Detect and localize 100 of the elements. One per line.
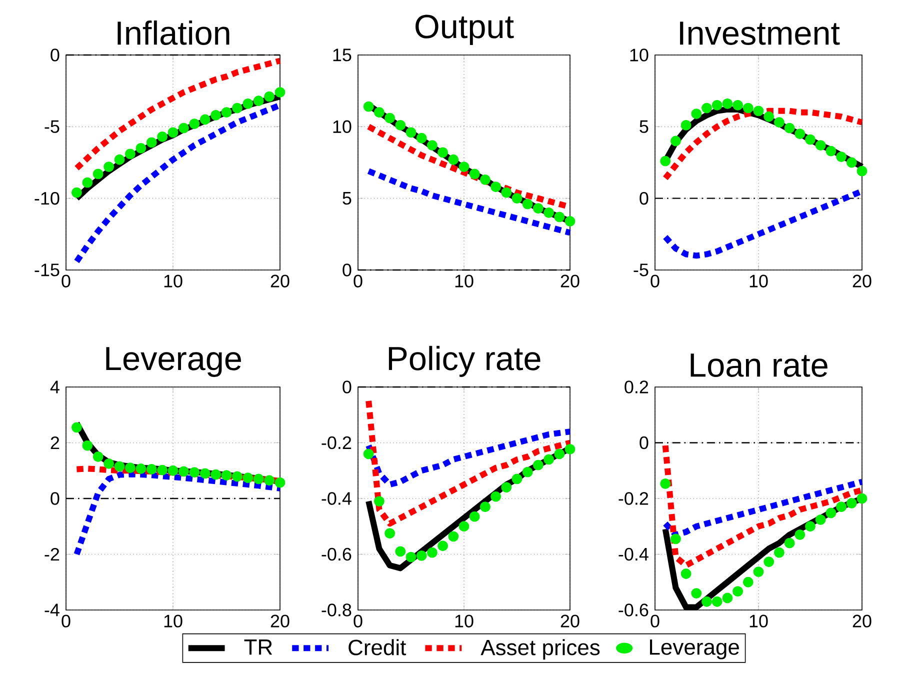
x-tick-label: 20: [852, 614, 872, 628]
point: [157, 464, 168, 476]
chart-title: Leverage: [106, 347, 241, 377]
point: [784, 538, 795, 548]
point: [753, 566, 764, 578]
point: [501, 187, 512, 198]
point: [448, 154, 459, 165]
point: [189, 467, 200, 478]
x-tick-label: 20: [560, 274, 580, 288]
point: [774, 547, 784, 558]
point: [774, 117, 784, 128]
point: [72, 187, 82, 198]
point: [406, 552, 416, 562]
point: [264, 475, 275, 486]
y-tick-label: 2: [50, 436, 60, 450]
point: [427, 140, 438, 150]
y-tick-label: 15: [333, 48, 352, 62]
chart-title: Investment: [680, 22, 840, 45]
x-tick-label: 0: [650, 274, 660, 288]
point: [416, 132, 427, 144]
point: [168, 465, 178, 476]
y-tick-label: -0.2: [322, 436, 352, 450]
point: [764, 556, 774, 567]
point: [72, 422, 82, 433]
point: [732, 586, 744, 597]
y-tick-label: -5: [44, 120, 60, 133]
point: [826, 508, 836, 518]
point: [438, 540, 448, 552]
point: [712, 596, 722, 607]
y-tick-label: -4: [44, 604, 60, 616]
point: [660, 156, 671, 166]
y-tick-label: -5: [634, 264, 648, 276]
point: [469, 511, 480, 522]
point: [384, 112, 396, 124]
point: [395, 120, 406, 130]
y-tick-label: 0: [640, 192, 648, 205]
point: [512, 193, 522, 204]
y-tick-label: -0.8: [322, 604, 352, 616]
point: [114, 461, 125, 472]
point: [691, 108, 702, 119]
point: [554, 448, 565, 460]
point: [157, 131, 168, 142]
x-tick-label: 0: [62, 274, 70, 288]
x-tick-label: 10: [750, 274, 768, 288]
point: [490, 491, 501, 502]
point: [564, 216, 576, 226]
point: [253, 96, 264, 106]
point: [178, 122, 189, 134]
point: [480, 502, 490, 512]
chart-title: Inflation: [118, 20, 230, 45]
point: [732, 100, 744, 110]
y-tick-label: 0: [342, 264, 352, 276]
point: [522, 466, 533, 478]
point: [168, 127, 178, 138]
point: [438, 147, 448, 158]
point: [125, 462, 136, 474]
point: [232, 102, 242, 114]
y-tick-label: 0.2: [624, 380, 648, 394]
point: [146, 137, 157, 148]
point: [274, 477, 286, 488]
legend-label: Leverage: [650, 640, 739, 660]
point: [395, 546, 406, 557]
point: [92, 451, 104, 462]
point: [846, 157, 857, 168]
x-tick-label: 10: [455, 274, 474, 288]
x-tick-label: 10: [164, 614, 182, 628]
point: [136, 463, 146, 474]
point: [458, 521, 470, 532]
point: [712, 100, 722, 110]
point: [564, 444, 576, 454]
y-tick-label: 0: [640, 436, 648, 450]
point: [274, 87, 286, 98]
point: [384, 528, 396, 539]
point: [82, 440, 93, 451]
y-tick-label: -10: [34, 192, 60, 205]
point: [544, 454, 554, 465]
x-tick-label: 0: [354, 614, 362, 628]
point: [469, 168, 480, 180]
y-tick-label: 0: [342, 380, 352, 394]
point: [532, 460, 544, 470]
point: [458, 162, 470, 172]
point: [264, 91, 275, 102]
point: [210, 469, 222, 480]
point: [815, 514, 826, 525]
point: [189, 118, 200, 130]
point: [554, 212, 565, 222]
point: [794, 128, 806, 140]
point: [501, 482, 512, 493]
point: [200, 114, 210, 125]
point: [680, 120, 692, 130]
point: [533, 203, 544, 214]
point: [742, 102, 754, 114]
point: [104, 162, 114, 172]
legend-label: Asset prices: [480, 639, 600, 660]
x-tick-label: 20: [560, 614, 580, 628]
point: [836, 502, 847, 512]
point: [815, 140, 826, 150]
legend-label: Credit: [348, 639, 406, 656]
point: [794, 530, 806, 540]
point: [670, 136, 681, 146]
